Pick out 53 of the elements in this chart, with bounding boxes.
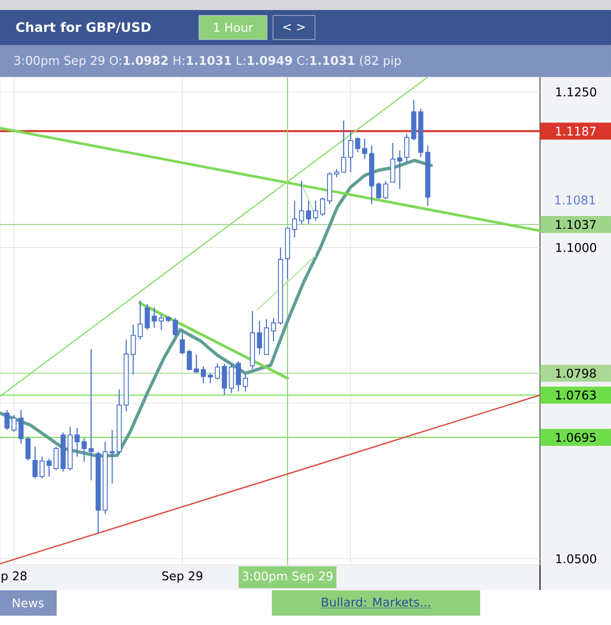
candlestick bbox=[228, 362, 234, 394]
candlestick bbox=[46, 458, 52, 478]
y-tick-label: 1.1000 bbox=[556, 243, 596, 252]
candlestick bbox=[82, 437, 87, 462]
candlestick bbox=[172, 317, 178, 338]
candlestick bbox=[40, 456, 45, 480]
candlestick bbox=[313, 200, 318, 222]
candlestick bbox=[256, 320, 262, 356]
text: < > bbox=[283, 24, 305, 30]
ref-line-label: 1.0798 bbox=[556, 368, 596, 378]
candlestick bbox=[292, 200, 298, 238]
text: 1.1081 bbox=[555, 195, 595, 205]
candlestick bbox=[200, 366, 206, 384]
ref-line-label: 3:00pm Sep 29 bbox=[242, 571, 333, 583]
candlestick bbox=[54, 446, 59, 471]
candlestick bbox=[222, 363, 227, 396]
text: 3:00pm Sep 29 O:1.0982 H:1.1031 L:1.0949 C:1.1031 (82 pip bbox=[14, 56, 401, 68]
candlestick bbox=[270, 317, 276, 342]
x-tick-label: p 28 bbox=[2, 571, 27, 583]
candlestick bbox=[180, 330, 185, 356]
candlestick bbox=[18, 409, 24, 444]
candlestick bbox=[298, 180, 304, 224]
text: News bbox=[12, 598, 44, 608]
y-tick-label: 1.1250 bbox=[556, 87, 596, 96]
candlestick bbox=[341, 120, 346, 173]
candlestick bbox=[242, 374, 248, 392]
x-tick-label: Sep 29 bbox=[162, 571, 202, 583]
text: 1 Hour bbox=[214, 23, 254, 32]
candlestick bbox=[376, 182, 382, 200]
ref-line-label: 1.0695 bbox=[556, 432, 596, 442]
candlestick bbox=[186, 349, 192, 370]
text: Bullard: Markets... bbox=[322, 597, 430, 607]
ref-line-label: 1.0763 bbox=[556, 390, 596, 400]
candlestick bbox=[11, 414, 17, 432]
candlestick bbox=[194, 354, 199, 374]
ref-line-label: 1.1187 bbox=[556, 126, 596, 136]
candlestick bbox=[362, 138, 368, 160]
ref-line-label: 1.1037 bbox=[556, 220, 596, 230]
candlestick bbox=[214, 362, 220, 380]
candlestick bbox=[306, 200, 312, 224]
y-tick-label: 1.0500 bbox=[556, 554, 596, 564]
candlestick bbox=[383, 180, 388, 200]
candlestick bbox=[320, 197, 326, 216]
candlestick bbox=[4, 409, 10, 430]
candlestick bbox=[88, 348, 94, 481]
candlestick bbox=[208, 372, 213, 384]
candlestick bbox=[32, 446, 38, 480]
candlestick bbox=[26, 436, 31, 461]
candlestick bbox=[236, 360, 241, 392]
candlestick bbox=[348, 130, 354, 173]
chart-title: Chart for GBP/USD bbox=[16, 22, 151, 34]
candlestick bbox=[74, 428, 80, 458]
candlestick bbox=[355, 136, 360, 153]
